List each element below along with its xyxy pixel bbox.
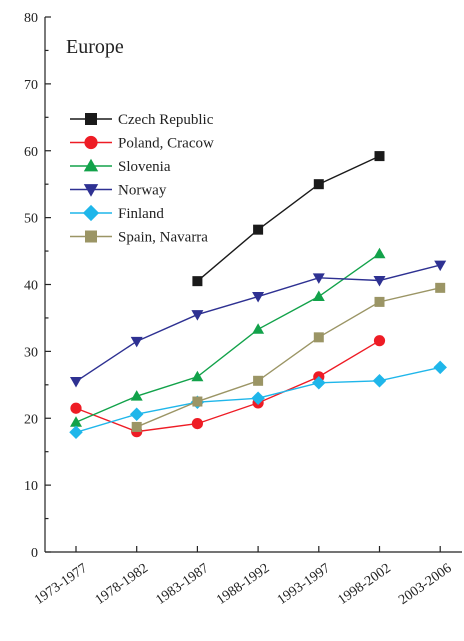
legend-label: Slovenia [118,159,171,175]
legend-item: Slovenia [70,158,171,175]
data-point [84,135,98,150]
data-point [70,416,82,427]
data-point [191,370,204,382]
y-tick-label: 0 [31,546,38,561]
data-point [85,113,97,125]
x-tick-label: 1998-2002 [335,561,393,608]
data-point [70,402,82,414]
series-layer [69,151,447,440]
data-point [130,390,143,401]
data-point [131,421,142,432]
data-point [191,310,204,321]
data-point [253,224,264,235]
data-point [192,396,203,407]
data-point [83,158,99,172]
data-point [192,276,203,287]
y-tick-label: 50 [24,212,38,227]
data-point [253,375,264,386]
y-tick-label: 30 [24,345,38,360]
data-point [85,230,97,243]
data-point [251,391,265,405]
y-tick-label: 10 [24,479,38,494]
series-line [75,340,380,433]
data-point [70,376,82,388]
x-tick-label: 1983-1987 [153,561,211,608]
data-point [435,282,446,293]
chart-title: Europe [66,36,124,58]
data-point [129,407,144,421]
data-point [434,260,447,272]
data-point [83,184,99,197]
series-line [75,253,380,423]
series-czech-republic [192,151,385,287]
legend-item: Norway [70,183,167,199]
series-norway [70,260,447,388]
data-point [252,292,265,303]
y-tick-label: 40 [24,279,38,294]
x-tick-label: 2003-2006 [396,561,454,608]
data-point [373,275,386,287]
x-tick-label: 1993-1997 [275,561,333,608]
legend-item: Czech Republic [70,112,214,128]
data-point [312,273,325,284]
legend-item: Spain, Navarra [70,230,208,246]
y-tick-label: 80 [24,11,38,26]
series-line [136,287,441,428]
legend-item: Finland [70,204,164,222]
x-axis-ticks: 1973-1977 1978-1982 1983-1987 1988-1992 1993… [32,546,454,608]
data-point [433,360,447,375]
data-point [373,247,386,259]
series-line [196,155,380,282]
y-tick-label: 20 [24,412,38,427]
legend-label: Spain, Navarra [118,230,208,246]
data-point [252,323,265,334]
y-axis-ticks: 0 10 20 30 40 50 60 70 80 [24,11,51,561]
x-tick-label: 1973-1977 [32,561,90,608]
series-line [75,264,441,383]
y-tick-label: 60 [24,145,38,160]
x-tick-label: 1988-1992 [214,561,272,608]
legend-label: Czech Republic [118,112,214,128]
series-slovenia [70,247,386,427]
data-point [374,151,385,162]
data-point [313,179,324,190]
legend-item: Poland, Cracow [70,136,214,152]
data-point [372,374,387,388]
legend-label: Poland, Cracow [118,136,214,152]
legend-label: Norway [118,183,167,199]
series-spain-navarra [131,282,446,432]
legend: Czech Republic Poland, Cracow Slovenia Norw… [70,112,214,246]
data-point [191,418,203,430]
axes [44,17,462,553]
y-tick-label: 70 [24,78,38,93]
data-point [130,336,143,348]
data-point [82,204,100,222]
data-point [312,290,325,302]
data-point [312,376,326,390]
data-point [69,425,83,440]
x-tick-label: 1978-1982 [93,561,151,608]
data-point [374,296,385,307]
data-point [373,335,386,347]
data-point [313,332,324,343]
legend-label: Finland [118,206,164,222]
series-poland-cracow [70,335,386,438]
